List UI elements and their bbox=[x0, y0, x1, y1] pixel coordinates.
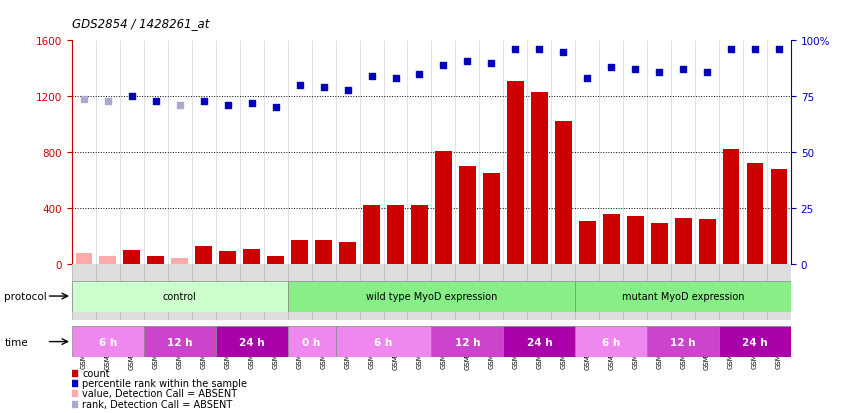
Point bbox=[77, 96, 91, 102]
Bar bbox=[363, 206, 380, 264]
Bar bbox=[219, 251, 236, 264]
Text: 12 h: 12 h bbox=[670, 337, 696, 347]
Point bbox=[388, 76, 403, 83]
Bar bbox=[503, 326, 575, 357]
Point bbox=[413, 71, 426, 78]
Bar bbox=[722, 150, 739, 264]
Bar bbox=[771, 169, 788, 264]
Point bbox=[125, 94, 139, 100]
Point bbox=[245, 100, 259, 107]
Text: mutant MyoD expression: mutant MyoD expression bbox=[622, 291, 744, 301]
Point bbox=[652, 69, 666, 76]
Text: control: control bbox=[163, 291, 196, 301]
Bar bbox=[144, 326, 216, 357]
Point bbox=[508, 47, 522, 54]
Bar bbox=[647, 326, 719, 357]
Point bbox=[296, 338, 310, 344]
Bar bbox=[147, 256, 164, 264]
Point bbox=[341, 87, 354, 94]
Text: rank, Detection Call = ABSENT: rank, Detection Call = ABSENT bbox=[82, 399, 233, 409]
Text: 12 h: 12 h bbox=[454, 337, 481, 347]
Point bbox=[197, 98, 211, 105]
Point bbox=[772, 47, 786, 54]
Point bbox=[557, 49, 570, 56]
Bar bbox=[172, 259, 188, 264]
Point bbox=[580, 76, 594, 83]
Bar bbox=[72, 326, 144, 357]
Text: count: count bbox=[82, 368, 110, 378]
Bar bbox=[507, 82, 524, 264]
Text: 12 h: 12 h bbox=[167, 337, 193, 347]
Bar bbox=[699, 220, 716, 264]
Bar bbox=[267, 256, 284, 264]
Point bbox=[629, 67, 642, 74]
Bar bbox=[75, 253, 92, 264]
Bar bbox=[651, 224, 667, 264]
Text: 6 h: 6 h bbox=[602, 337, 620, 347]
Text: wild type MyoD expression: wild type MyoD expression bbox=[365, 291, 497, 301]
Point bbox=[677, 67, 690, 74]
Bar bbox=[244, 249, 260, 264]
Point bbox=[365, 74, 378, 80]
Bar bbox=[411, 206, 428, 264]
Text: time: time bbox=[4, 337, 28, 347]
Bar bbox=[603, 215, 619, 264]
Point bbox=[749, 47, 762, 54]
Bar bbox=[387, 205, 404, 264]
Bar bbox=[435, 152, 452, 264]
Bar bbox=[291, 240, 308, 264]
Bar bbox=[575, 281, 791, 312]
Text: GDS2854 / 1428261_at: GDS2854 / 1428261_at bbox=[72, 17, 209, 29]
Bar bbox=[100, 256, 116, 264]
Point bbox=[296, 150, 310, 157]
Point bbox=[293, 83, 306, 89]
Text: 6 h: 6 h bbox=[375, 337, 393, 347]
Bar bbox=[72, 281, 288, 312]
Text: 24 h: 24 h bbox=[526, 337, 552, 347]
Point bbox=[101, 98, 114, 105]
Point bbox=[296, 244, 310, 251]
Point bbox=[460, 58, 474, 65]
Bar bbox=[675, 218, 691, 264]
Point bbox=[604, 65, 618, 71]
Point bbox=[724, 47, 738, 54]
Bar bbox=[459, 167, 475, 264]
Bar bbox=[339, 243, 356, 264]
Bar bbox=[336, 326, 431, 357]
Text: percentile rank within the sample: percentile rank within the sample bbox=[82, 378, 248, 388]
Bar bbox=[627, 216, 644, 264]
Bar bbox=[195, 246, 212, 264]
Bar bbox=[719, 326, 791, 357]
Text: protocol: protocol bbox=[4, 291, 47, 301]
Point bbox=[316, 85, 330, 91]
Text: 6 h: 6 h bbox=[99, 337, 117, 347]
Point bbox=[221, 103, 234, 109]
Bar bbox=[483, 174, 500, 264]
Bar bbox=[288, 326, 336, 357]
Point bbox=[296, 57, 310, 63]
Point bbox=[149, 98, 162, 105]
Bar bbox=[747, 164, 763, 264]
Bar bbox=[288, 281, 575, 312]
Point bbox=[700, 69, 714, 76]
Bar bbox=[575, 326, 647, 357]
Point bbox=[173, 103, 186, 109]
Text: value, Detection Call = ABSENT: value, Detection Call = ABSENT bbox=[82, 388, 238, 399]
Bar bbox=[579, 221, 596, 264]
Bar bbox=[316, 240, 332, 264]
Bar bbox=[124, 250, 140, 264]
Text: 0 h: 0 h bbox=[303, 337, 321, 347]
Point bbox=[485, 60, 498, 67]
Bar bbox=[216, 326, 288, 357]
Bar bbox=[531, 93, 547, 264]
Point bbox=[437, 62, 450, 69]
Bar bbox=[555, 122, 572, 264]
Text: 24 h: 24 h bbox=[742, 337, 768, 347]
Text: 24 h: 24 h bbox=[239, 337, 265, 347]
Point bbox=[533, 47, 547, 54]
Bar bbox=[431, 326, 503, 357]
Point bbox=[269, 105, 283, 112]
